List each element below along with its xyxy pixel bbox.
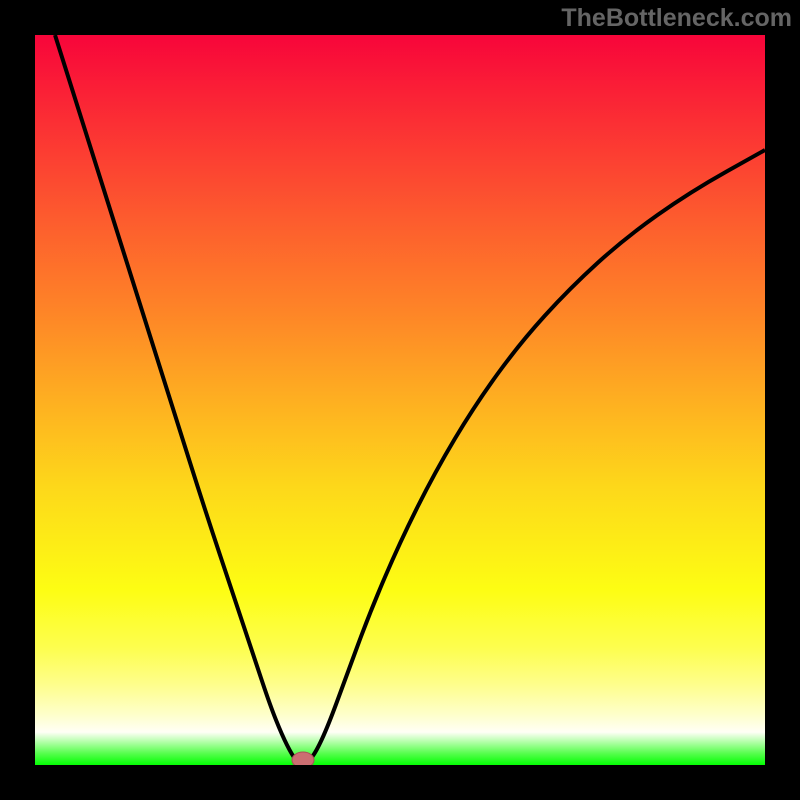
border-left [0,0,35,800]
border-right [765,0,800,800]
plot-area [35,35,765,765]
chart-container: TheBottleneck.com [0,0,800,800]
chart-svg [0,0,800,800]
border-bottom [0,765,800,800]
watermark-text: TheBottleneck.com [561,4,792,33]
